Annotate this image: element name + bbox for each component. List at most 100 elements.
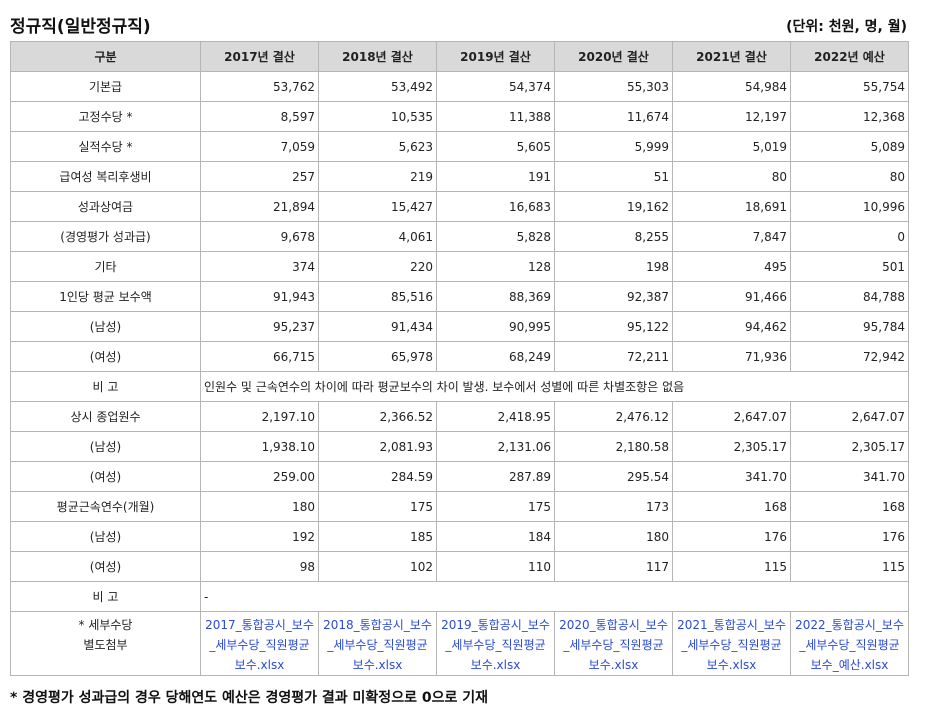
table-row: (여성) 259.00 284.59 287.89 295.54 341.70 341.70 [10, 461, 909, 492]
value-cell: 98 [200, 551, 319, 582]
attachment-link-2022[interactable]: 2022_통합공시_보수_세부수당_직원평균보수_예산.xlsx [795, 618, 904, 672]
table-row: 기타 374 220 128 198 495 501 [10, 251, 909, 282]
value-cell: 198 [554, 251, 673, 282]
value-cell: 2,081.93 [318, 431, 437, 462]
value-cell: 115 [672, 551, 791, 582]
remark-section-2: 비 고 - * 세부수당 별도첨부 2017_통합공시_보수_세부수당_직원평균… [10, 581, 909, 676]
value-cell: 10,535 [318, 101, 437, 132]
value-cell: 7,059 [200, 131, 319, 162]
value-cell: 176 [790, 521, 909, 552]
table-row: (남성) 192 185 184 180 176 176 [10, 521, 909, 552]
row-label: (여성) [10, 341, 201, 372]
value-cell: 11,388 [436, 101, 555, 132]
value-cell: 5,623 [318, 131, 437, 162]
value-cell: 15,427 [318, 191, 437, 222]
remark-section-1: 비 고 인원수 및 근속연수의 차이에 따라 평균보수의 차이 발생. 보수에서… [10, 371, 909, 402]
attachment-cell: 2019_통합공시_보수_세부수당_직원평균보수.xlsx [436, 611, 555, 676]
value-cell: 12,368 [790, 101, 909, 132]
value-cell: 0 [790, 221, 909, 252]
remark-row: 비 고 - [10, 581, 909, 612]
table-row: 고정수당 * 8,597 10,535 11,388 11,674 12,197 12,36… [10, 101, 909, 132]
value-cell: 8,255 [554, 221, 673, 252]
value-cell: 55,303 [554, 71, 673, 102]
value-cell: 95,122 [554, 311, 673, 342]
header-cell: 2019년 결산 [436, 41, 555, 72]
value-cell: 2,647.07 [790, 401, 909, 432]
header-cell: 2017년 결산 [200, 41, 319, 72]
value-cell: 92,387 [554, 281, 673, 312]
attachment-cell: 2021_통합공시_보수_세부수당_직원평균보수.xlsx [672, 611, 791, 676]
value-cell: 21,894 [200, 191, 319, 222]
header-cell: 2021년 결산 [672, 41, 791, 72]
value-cell: 12,197 [672, 101, 791, 132]
attachment-link-2021[interactable]: 2021_통합공시_보수_세부수당_직원평균보수.xlsx [677, 618, 786, 672]
value-cell: 184 [436, 521, 555, 552]
value-cell: 374 [200, 251, 319, 282]
value-cell: 2,305.17 [672, 431, 791, 462]
attachment-label: * 세부수당 별도첨부 [10, 611, 201, 676]
row-label: (여성) [10, 461, 201, 492]
row-label: 기타 [10, 251, 201, 282]
value-cell: 5,999 [554, 131, 673, 162]
value-cell: 1,938.10 [200, 431, 319, 462]
table-row: (남성) 95,237 91,434 90,995 95,122 94,462 95,784 [10, 311, 909, 342]
attachment-link-2017[interactable]: 2017_통합공시_보수_세부수당_직원평균보수.xlsx [205, 618, 314, 672]
attachment-cell: 2020_통합공시_보수_세부수당_직원평균보수.xlsx [554, 611, 673, 676]
value-cell: 284.59 [318, 461, 437, 492]
value-cell: 54,984 [672, 71, 791, 102]
value-cell: 84,788 [790, 281, 909, 312]
value-cell: 66,715 [200, 341, 319, 372]
value-cell: 175 [436, 491, 555, 522]
remark-row: 비 고 인원수 및 근속연수의 차이에 따라 평균보수의 차이 발생. 보수에서… [10, 371, 909, 402]
value-cell: 220 [318, 251, 437, 282]
staff-rows: 상시 종업원수 2,197.10 2,366.52 2,418.95 2,476.12 2… [10, 401, 909, 582]
remark-text: - [200, 581, 909, 612]
value-cell: 19,162 [554, 191, 673, 222]
attachment-link-2018[interactable]: 2018_통합공시_보수_세부수당_직원평균보수.xlsx [323, 618, 432, 672]
value-cell: 95,784 [790, 311, 909, 342]
value-cell: 2,418.95 [436, 401, 555, 432]
value-cell: 2,305.17 [790, 431, 909, 462]
row-label: (남성) [10, 521, 201, 552]
value-cell: 176 [672, 521, 791, 552]
value-cell: 173 [554, 491, 673, 522]
header-cell: 구분 [10, 41, 201, 72]
row-label: (남성) [10, 431, 201, 462]
value-cell: 65,978 [318, 341, 437, 372]
value-cell: 501 [790, 251, 909, 282]
value-cell: 91,466 [672, 281, 791, 312]
attachment-link-2020[interactable]: 2020_통합공시_보수_세부수당_직원평균보수.xlsx [559, 618, 668, 672]
value-cell: 88,369 [436, 281, 555, 312]
value-cell: 85,516 [318, 281, 437, 312]
value-cell: 16,683 [436, 191, 555, 222]
value-cell: 5,828 [436, 221, 555, 252]
value-cell: 168 [672, 491, 791, 522]
value-cell: 219 [318, 161, 437, 192]
value-cell: 341.70 [790, 461, 909, 492]
attachment-label-line2: 별도첨부 [83, 638, 128, 652]
value-cell: 287.89 [436, 461, 555, 492]
value-cell: 91,434 [318, 311, 437, 342]
value-cell: 5,089 [790, 131, 909, 162]
row-label: 고정수당 * [10, 101, 201, 132]
header-cell: 2022년 예산 [790, 41, 909, 72]
value-cell: 53,762 [200, 71, 319, 102]
attachment-link-2019[interactable]: 2019_통합공시_보수_세부수당_직원평균보수.xlsx [441, 618, 550, 672]
row-label: (여성) [10, 551, 201, 582]
value-cell: 102 [318, 551, 437, 582]
value-cell: 257 [200, 161, 319, 192]
table-row: (여성) 98 102 110 117 115 115 [10, 551, 909, 582]
row-label: 1인당 평균 보수액 [10, 281, 201, 312]
value-cell: 18,691 [672, 191, 791, 222]
value-cell: 175 [318, 491, 437, 522]
value-cell: 54,374 [436, 71, 555, 102]
value-cell: 5,605 [436, 131, 555, 162]
value-cell: 9,678 [200, 221, 319, 252]
value-cell: 192 [200, 521, 319, 552]
table-row: 성과상여금 21,894 15,427 16,683 19,162 18,691 10,99… [10, 191, 909, 222]
value-cell: 94,462 [672, 311, 791, 342]
attachment-label-line1: * 세부수당 [78, 618, 133, 632]
header-cell: 2018년 결산 [318, 41, 437, 72]
remark-text: 인원수 및 근속연수의 차이에 따라 평균보수의 차이 발생. 보수에서 성별에… [200, 371, 909, 402]
unit-note: (단위: 천원, 명, 월) [786, 19, 907, 35]
